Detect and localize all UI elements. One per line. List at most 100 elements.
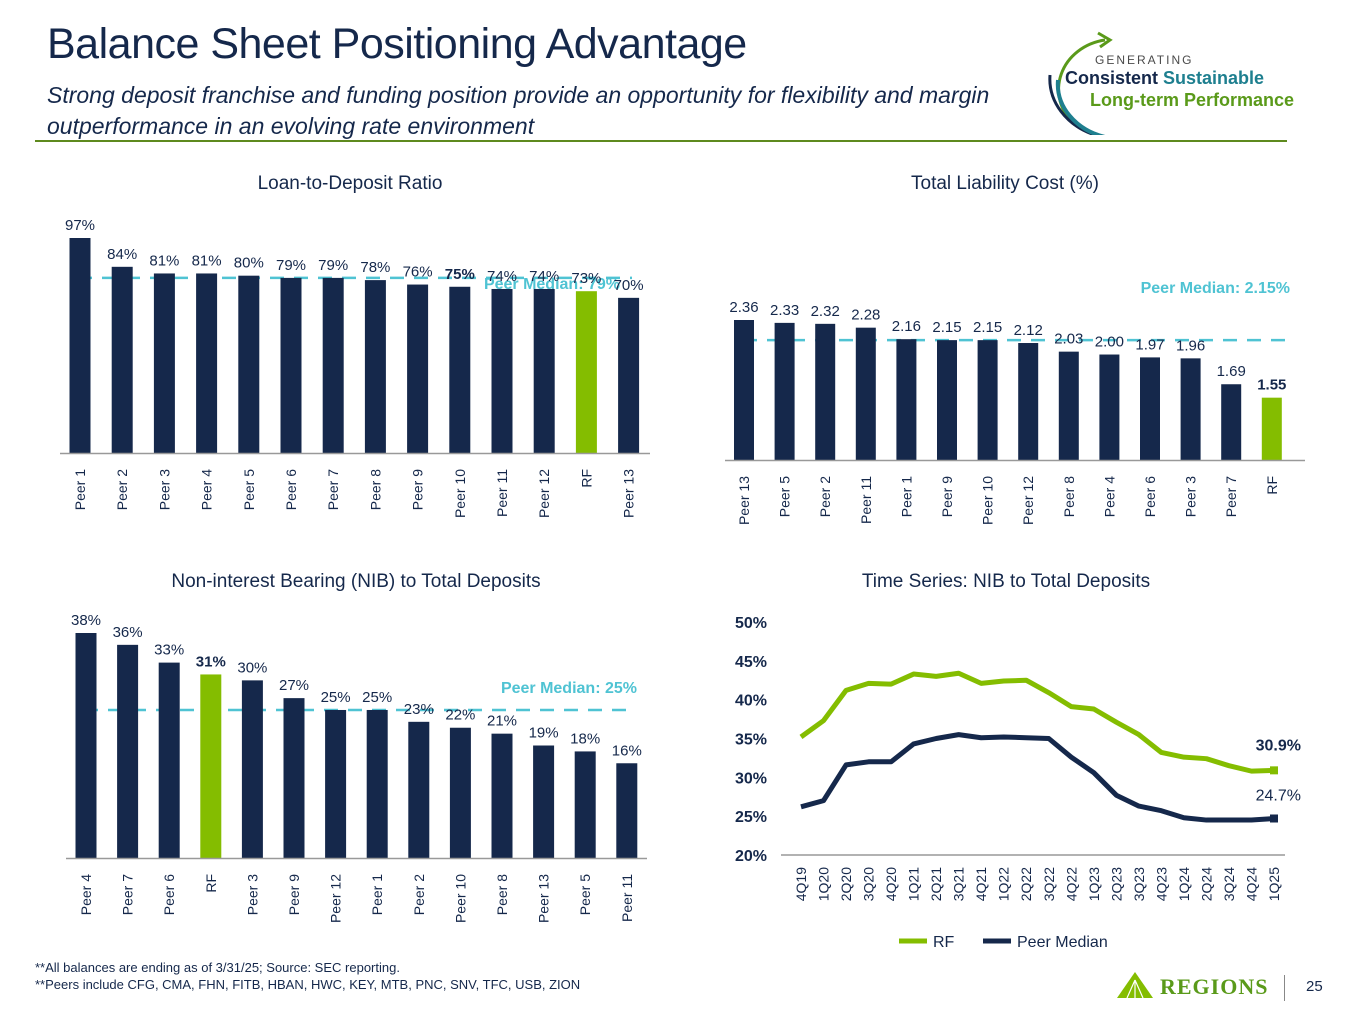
total-liability-cost-chart: Total Liability Cost (%) Peer Median: 2.…	[725, 173, 1305, 525]
bar-peer-1	[896, 339, 917, 460]
bar-peer-1	[69, 238, 91, 453]
x-tick-label: 1Q23	[1086, 867, 1102, 901]
bar-peer-8	[491, 733, 513, 858]
x-tick-label: 4Q24	[1243, 867, 1259, 901]
data-label: 81%	[192, 252, 222, 269]
x-tick-label: Peer 12	[536, 469, 552, 518]
x-tick-label: 3Q23	[1131, 867, 1147, 901]
data-label: 2.36	[729, 299, 758, 316]
data-label: 75%	[445, 266, 475, 283]
bar-peer-3	[1180, 358, 1201, 460]
x-tick-label: 1Q25	[1266, 867, 1282, 901]
bar-peer-5	[574, 751, 596, 858]
x-tick-label: Peer 3	[1183, 476, 1199, 517]
series-end-marker	[1270, 814, 1278, 823]
y-tick-label: 20%	[735, 848, 767, 865]
bar-peer-9	[937, 340, 957, 460]
data-label: 97%	[65, 217, 95, 234]
bar-peer-7	[1221, 384, 1242, 460]
x-tick-label: Peer 6	[1142, 476, 1158, 517]
x-tick-label: Peer 7	[1223, 476, 1239, 517]
x-tick-label: Peer 12	[1020, 476, 1036, 525]
footnote-source: **All balances are ending as of 3/31/25;…	[35, 960, 400, 975]
x-tick-label: 4Q22	[1063, 867, 1079, 901]
data-label: 1.69	[1217, 363, 1246, 380]
chart-title: Time Series: NIB to Total Deposits	[862, 571, 1150, 592]
bar-peer-6	[158, 662, 180, 858]
x-tick-label: Peer 11	[619, 874, 635, 922]
data-label: 84%	[107, 246, 137, 263]
y-tick-label: 45%	[735, 654, 767, 671]
x-tick-label: RF	[203, 874, 219, 893]
data-label: 36%	[113, 624, 143, 641]
x-tick-label: Peer 12	[328, 874, 344, 923]
x-tick-label: 4Q21	[973, 867, 989, 901]
bar-peer-13	[533, 745, 555, 858]
bar-peer-1	[366, 709, 388, 858]
bar-peer-2	[815, 323, 836, 460]
data-label: 73%	[571, 270, 601, 287]
logo-sustainable: Sustainable	[1163, 68, 1265, 88]
page-number: 25	[1306, 978, 1323, 995]
x-tick-label: Peer 13	[536, 874, 552, 923]
page-title: Balance Sheet Positioning Advantage	[47, 20, 747, 68]
x-tick-label: Peer 1	[72, 469, 88, 510]
bar-peer-9	[407, 284, 429, 453]
data-label: 74%	[529, 268, 559, 285]
data-label: 31%	[196, 653, 226, 670]
bar-peer-5	[774, 322, 795, 460]
footer-divider	[1284, 975, 1285, 1001]
nib-time-series-chart: Time Series: NIB to Total Deposits 20% 25…	[735, 571, 1301, 951]
data-label: 2.33	[770, 302, 799, 319]
data-label: 79%	[276, 257, 306, 274]
data-label: 22%	[445, 707, 475, 724]
x-tick-label: Peer 1	[898, 476, 914, 517]
series-line-peer-median	[800, 732, 1275, 823]
x-tick-label: 4Q23	[1153, 867, 1169, 901]
loan-to-deposit-chart: Loan-to-Deposit Ratio Peer Median: 79% 97…	[60, 173, 650, 518]
peer-median-label: Peer Median: 2.15%	[1141, 280, 1290, 297]
logo-consistent: Consistent	[1065, 68, 1159, 88]
x-tick-label: 1Q22	[996, 867, 1012, 901]
bar-peer-3	[241, 680, 263, 858]
x-tick-label: Peer 6	[283, 469, 299, 510]
data-label: 70%	[614, 277, 644, 294]
data-label: 81%	[149, 252, 179, 269]
data-label: 79%	[318, 257, 348, 274]
data-label: 21%	[487, 713, 517, 730]
data-label: 2.16	[892, 318, 921, 335]
legend-label-peer-median: Peer Median	[1017, 934, 1108, 951]
header-divider	[35, 140, 1287, 142]
y-tick-label: 25%	[735, 809, 767, 826]
data-label: 1.96	[1176, 337, 1205, 354]
x-tick-label: Peer 4	[1101, 476, 1117, 517]
bar-peer-8	[1058, 351, 1079, 460]
x-tick-label: Peer 8	[494, 874, 510, 915]
peer-median-label: Peer Median: 25%	[501, 680, 637, 697]
logo-line2: Long-term Performance	[1090, 90, 1295, 110]
y-tick-label: 50%	[735, 615, 767, 632]
y-tick-label: 35%	[735, 732, 767, 749]
footnote-peers: **Peers include CFG, CMA, FHN, FITB, HBA…	[35, 977, 581, 992]
data-label: 25%	[362, 689, 392, 706]
x-tick-label: Peer 3	[244, 874, 260, 915]
x-tick-label: Peer 11	[858, 476, 874, 524]
bar-peer-2	[408, 721, 430, 858]
bar-peer-8	[364, 280, 386, 453]
x-tick-label: Peer 8	[367, 469, 383, 510]
x-tick-label: 4Q19	[793, 867, 809, 901]
bar-peer-13	[618, 297, 640, 453]
x-tick-label: Peer 11	[494, 469, 510, 517]
x-tick-label: Peer 7	[325, 469, 341, 510]
data-label: 76%	[403, 264, 433, 281]
bar-peer-4	[1099, 354, 1120, 460]
x-tick-label: Peer 10	[980, 476, 996, 525]
data-label: 25%	[321, 689, 351, 706]
x-tick-label: 1Q24	[1176, 867, 1192, 901]
data-label: 2.12	[1014, 322, 1043, 339]
x-tick-label: 3Q21	[951, 867, 967, 901]
bar-peer-7	[117, 644, 139, 858]
data-label: 1.55	[1257, 377, 1286, 394]
chart-title: Total Liability Cost (%)	[911, 173, 1099, 194]
series-end-label: 24.7%	[1256, 787, 1301, 804]
